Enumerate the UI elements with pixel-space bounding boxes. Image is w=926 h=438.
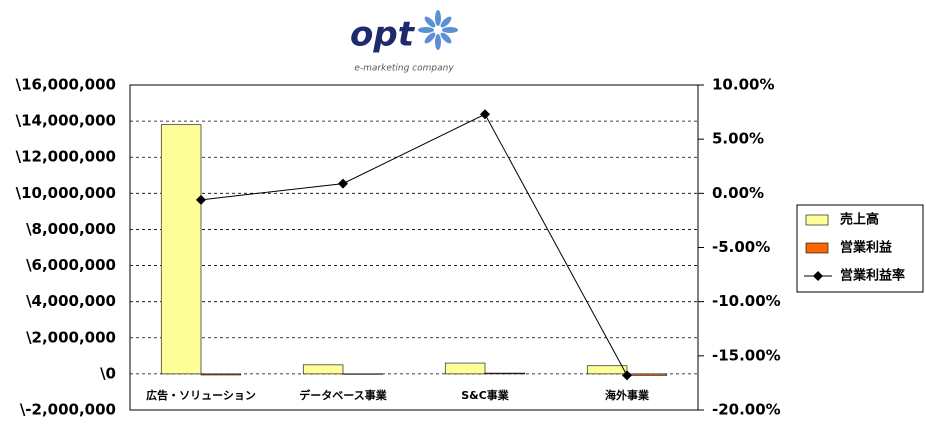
marker xyxy=(196,194,206,205)
logo-tagline: e-marketing company xyxy=(354,64,454,74)
bar xyxy=(302,364,344,375)
x-tick-label: データベース事業 xyxy=(299,388,387,402)
y-tick-label: \16,000,000 xyxy=(16,76,116,94)
marker xyxy=(622,370,632,381)
plot-area xyxy=(129,84,699,411)
logo: opt e-marketing company xyxy=(350,10,458,74)
y-tick-label: \6,000,000 xyxy=(26,256,116,274)
y-tick-label: \14,000,000 xyxy=(16,112,116,130)
bar xyxy=(484,372,526,375)
y-tick-label: \4,000,000 xyxy=(26,292,116,310)
line xyxy=(200,113,628,376)
bar xyxy=(342,373,384,375)
y-tick-label: \0 xyxy=(100,364,116,382)
bar xyxy=(444,362,486,375)
y-tick-label: \2,000,000 xyxy=(26,328,116,346)
bar xyxy=(586,365,628,375)
logo-flower xyxy=(418,10,458,50)
x-tick-label: 海外事業 xyxy=(605,388,650,402)
legend-marker xyxy=(813,271,823,281)
x-tick-label: 広告・ソリューション xyxy=(146,388,256,402)
bar xyxy=(200,373,242,376)
bar xyxy=(160,124,202,375)
bar xyxy=(626,373,668,376)
legend-label: 売上高 xyxy=(840,212,879,228)
y-tick-label: \10,000,000 xyxy=(16,184,116,202)
x-tick-label: S&C事業 xyxy=(461,388,510,402)
legend-swatch xyxy=(805,214,829,226)
y-tick-label: \12,000,000 xyxy=(16,148,116,166)
y2-tick-label: -20.00% xyxy=(712,401,781,419)
y2-tick-label: -5.00% xyxy=(712,238,770,256)
y2-tick-label: 10.00% xyxy=(712,76,774,94)
marker xyxy=(480,109,490,120)
marker xyxy=(338,178,348,189)
y2-tick-label: 0.00% xyxy=(712,184,764,202)
y-tick-label: \8,000,000 xyxy=(26,220,116,238)
legend-label: 営業利益率 xyxy=(840,268,905,284)
y2-tick-label: -10.00% xyxy=(712,292,781,310)
legend-swatch xyxy=(805,242,829,254)
legend-label: 営業利益 xyxy=(840,240,892,256)
logo-text: opt xyxy=(350,15,416,55)
y2-tick-label: -15.00% xyxy=(712,346,781,364)
y-tick-label: \-2,000,000 xyxy=(20,401,116,419)
y2-tick-label: 5.00% xyxy=(712,130,764,148)
